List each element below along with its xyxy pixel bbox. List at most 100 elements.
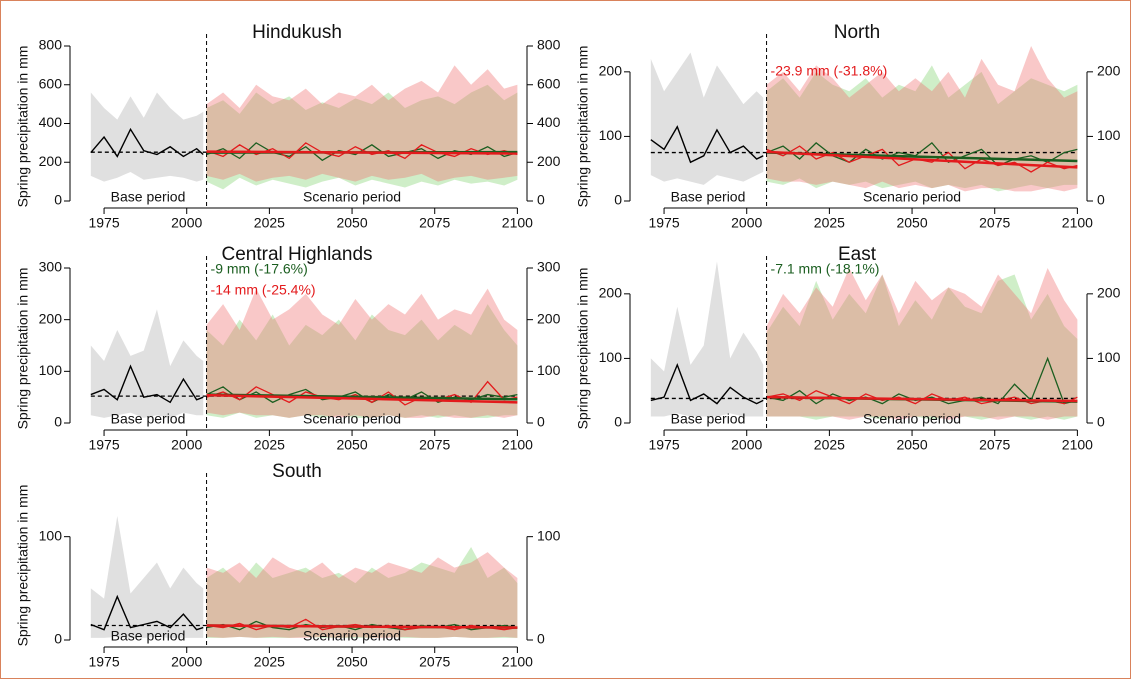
- panel-title: North: [834, 22, 880, 43]
- y-tick-label: 0: [1097, 192, 1105, 208]
- y-tick-label: 300: [537, 259, 561, 275]
- series-line: [766, 141, 1078, 167]
- series-line: [650, 362, 764, 405]
- x-tick-label: 1975: [88, 215, 119, 231]
- uncertainty-band: [206, 552, 518, 638]
- annotation: -23.9 mm (-31.8%): [771, 63, 888, 79]
- uncertainty-band: [206, 84, 518, 190]
- x-tick-label: 2000: [171, 215, 202, 231]
- x-tick-label: 2100: [1062, 215, 1093, 231]
- trend-line: [206, 393, 518, 404]
- y-tick-label: 600: [537, 75, 561, 91]
- y-tick-label: 600: [39, 75, 63, 91]
- panel-title: Central Highlands: [221, 244, 372, 265]
- y-tick-label: 200: [537, 310, 561, 326]
- x-tick-label: 1975: [648, 215, 679, 231]
- x-tick-label: 2050: [896, 437, 927, 453]
- x-tick-label: 2100: [502, 215, 533, 231]
- uncertainty-band: [766, 274, 1078, 420]
- y-tick-label: 100: [599, 349, 623, 365]
- x-tick-label: 2025: [254, 437, 285, 453]
- x-tick-label: 1975: [648, 437, 679, 453]
- annotation: -14 mm (-25.4%): [211, 282, 316, 298]
- y-tick-label: 200: [39, 153, 63, 169]
- y-tick-label: 100: [1097, 127, 1121, 143]
- trend-line: [206, 624, 518, 629]
- x-tick-label: 1975: [88, 437, 119, 453]
- y-tick-label: 0: [1097, 414, 1105, 430]
- y-axis-title: Spring precipitation in mm: [575, 46, 591, 208]
- scenario-label: Scenario period: [303, 628, 401, 644]
- y-tick-label: 0: [54, 414, 62, 430]
- y-axis-title: Spring precipitation in mm: [15, 268, 31, 430]
- series-line: [90, 364, 204, 404]
- y-tick-label: 200: [537, 153, 561, 169]
- scenario-label: Scenario period: [863, 411, 961, 427]
- base-label: Base period: [671, 189, 746, 205]
- scenario-label: Scenario period: [863, 189, 961, 205]
- uncertainty-band: [650, 261, 764, 417]
- base-label: Base period: [111, 628, 186, 644]
- series-line: [650, 125, 764, 164]
- y-tick-label: 200: [1097, 285, 1121, 301]
- trend-line: [206, 150, 518, 155]
- x-tick-label: 2025: [814, 437, 845, 453]
- annotation: -9 mm (-17.6%): [211, 261, 308, 277]
- series-line: [90, 594, 204, 631]
- y-tick-label: 0: [537, 414, 545, 430]
- x-tick-label: 2075: [419, 215, 450, 231]
- y-axis-title: Spring precipitation in mm: [15, 46, 31, 208]
- x-tick-label: 2075: [979, 437, 1010, 453]
- uncertainty-band: [766, 268, 1078, 420]
- trend-line: [766, 395, 1078, 403]
- x-tick-label: 2000: [171, 654, 202, 670]
- scenario-label: Scenario period: [303, 411, 401, 427]
- y-tick-label: 0: [614, 414, 622, 430]
- y-tick-label: 800: [537, 37, 561, 53]
- x-tick-label: 2025: [814, 215, 845, 231]
- x-tick-label: 2075: [419, 437, 450, 453]
- x-tick-label: 2050: [896, 215, 927, 231]
- y-tick-label: 0: [54, 192, 62, 208]
- base-label: Base period: [111, 189, 186, 205]
- y-tick-label: 200: [39, 310, 63, 326]
- x-tick-label: 2025: [254, 654, 285, 670]
- y-tick-label: 0: [54, 631, 62, 647]
- y-tick-label: 800: [39, 37, 63, 53]
- x-tick-label: 2075: [979, 215, 1010, 231]
- x-tick-label: 2000: [731, 215, 762, 231]
- y-tick-label: 400: [537, 114, 561, 130]
- scenario-label: Scenario period: [303, 189, 401, 205]
- x-tick-label: 2050: [336, 654, 367, 670]
- y-tick-label: 0: [614, 192, 622, 208]
- x-tick-label: 2025: [254, 215, 285, 231]
- x-tick-label: 1975: [88, 654, 119, 670]
- annotation: -7.1 mm (-18.1%): [771, 261, 880, 277]
- y-tick-label: 200: [599, 285, 623, 301]
- y-tick-label: 100: [39, 362, 63, 378]
- uncertainty-band: [206, 304, 518, 418]
- x-tick-label: 2100: [502, 437, 533, 453]
- panel-title: East: [838, 244, 877, 265]
- x-tick-label: 2100: [502, 654, 533, 670]
- uncertainty-band: [90, 309, 204, 418]
- uncertainty-band: [90, 516, 204, 638]
- y-tick-label: 200: [599, 63, 623, 79]
- trend-line: [766, 150, 1078, 169]
- y-tick-label: 300: [39, 259, 63, 275]
- uncertainty-band: [90, 92, 204, 182]
- y-tick-label: 200: [1097, 63, 1121, 79]
- y-tick-label: 400: [39, 114, 63, 130]
- x-tick-label: 2050: [336, 437, 367, 453]
- y-tick-label: 100: [537, 527, 561, 543]
- uncertainty-band: [650, 52, 764, 185]
- y-axis-title: Spring precipitation in mm: [15, 485, 31, 647]
- x-tick-label: 2075: [419, 654, 450, 670]
- base-label: Base period: [671, 411, 746, 427]
- y-tick-label: 100: [537, 362, 561, 378]
- panel-title: South: [272, 461, 322, 482]
- x-tick-label: 2050: [336, 215, 367, 231]
- base-label: Base period: [111, 411, 186, 427]
